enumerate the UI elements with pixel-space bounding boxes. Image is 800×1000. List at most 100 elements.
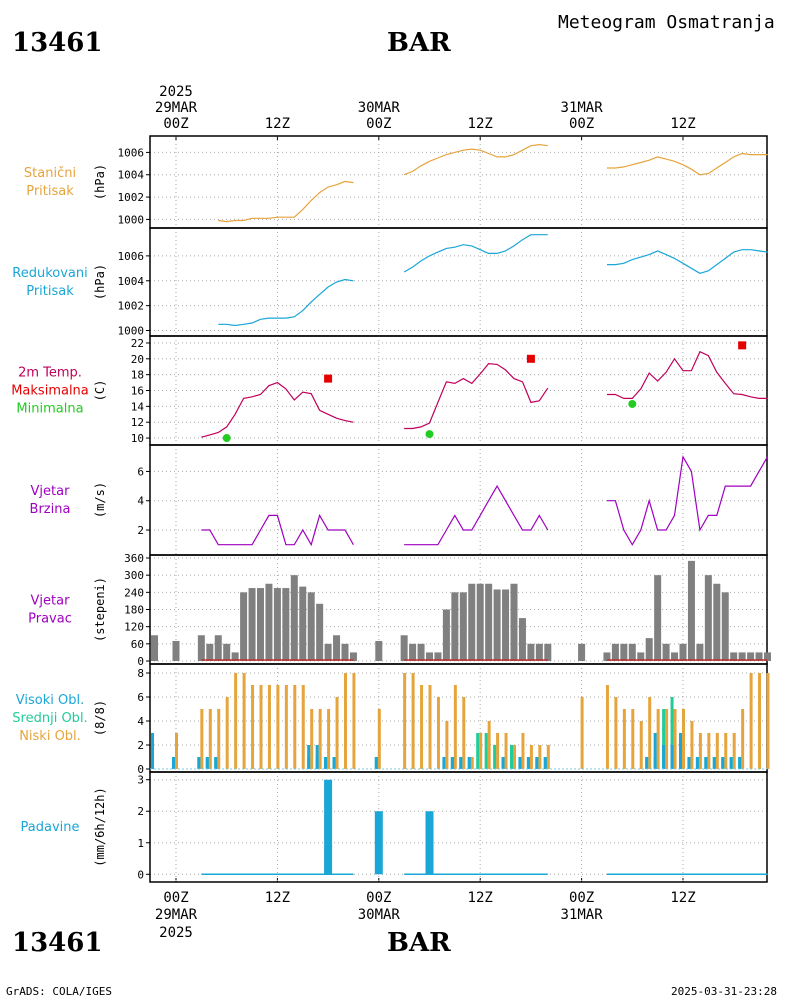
wind-direction-bar bbox=[679, 643, 687, 661]
temperature-line bbox=[404, 362, 549, 430]
wind-direction-bar bbox=[476, 583, 484, 661]
high-cloud-bar bbox=[662, 745, 666, 769]
x-hour-label-top: 12Z bbox=[265, 116, 290, 132]
y-tick-label: 2 bbox=[137, 524, 144, 537]
low-cloud-bar bbox=[344, 673, 347, 769]
wind-direction-bar bbox=[527, 643, 535, 661]
wind-direction-bar bbox=[434, 652, 442, 661]
reduced-pressure-line bbox=[607, 249, 768, 274]
y-tick-label: 1000 bbox=[118, 325, 145, 338]
wind-direction-bar bbox=[620, 643, 628, 661]
low-cloud-bar bbox=[504, 733, 508, 769]
wind-direction-bar bbox=[214, 635, 222, 661]
low-cloud-bar bbox=[200, 709, 204, 769]
x-year-label-bottom: 2025 bbox=[159, 925, 193, 941]
low-cloud-bar bbox=[724, 733, 728, 769]
panel-legend-label: Brzina bbox=[30, 502, 71, 517]
low-cloud-bar bbox=[352, 673, 356, 769]
low-cloud-bar bbox=[251, 685, 255, 769]
y-axis-label: (stepeni) bbox=[93, 577, 107, 642]
y-tick-label: 1006 bbox=[118, 250, 145, 263]
wind-direction-bar bbox=[747, 652, 755, 661]
wind-direction-bar bbox=[409, 643, 417, 661]
y-tick-label: 3 bbox=[137, 774, 144, 787]
low-cloud-bar bbox=[225, 697, 229, 769]
low-cloud-bar bbox=[420, 685, 424, 769]
low-cloud-bar bbox=[648, 697, 652, 769]
wind-direction-bar bbox=[645, 638, 653, 661]
y-tick-label: 1002 bbox=[118, 300, 145, 313]
panel-legend-label: Maksimalna bbox=[11, 384, 89, 399]
x-hour-label-top: 00Z bbox=[163, 116, 188, 132]
panel-legend-label: Srednji Obl. bbox=[12, 711, 87, 726]
low-cloud-bar bbox=[470, 757, 474, 769]
x-hour-label-bottom: 12Z bbox=[265, 890, 290, 906]
reduced-pressure-line bbox=[218, 278, 354, 327]
x-hour-label-top: 12Z bbox=[468, 116, 493, 132]
wind-direction-bar bbox=[459, 592, 467, 661]
y-tick-label: 1004 bbox=[118, 169, 145, 182]
low-cloud-bar bbox=[453, 685, 457, 769]
panel-legend-label: Pravac bbox=[28, 612, 72, 627]
precip-bar bbox=[374, 811, 383, 875]
panel-frame bbox=[149, 771, 768, 883]
wind-direction-bar bbox=[400, 635, 408, 661]
tmax-marker bbox=[324, 374, 333, 383]
wind-direction-bar bbox=[375, 640, 383, 661]
tmax-marker bbox=[526, 354, 535, 363]
wind-direction-bar bbox=[518, 618, 526, 661]
low-cloud-bar bbox=[732, 733, 736, 769]
panel-legend-label: Vjetar bbox=[31, 484, 71, 499]
wind-direction-bar bbox=[341, 643, 349, 661]
wind-direction-bar bbox=[696, 643, 704, 661]
wind-direction-bar bbox=[290, 575, 298, 661]
wind-direction-bar bbox=[510, 583, 518, 661]
low-cloud-bar bbox=[690, 721, 694, 769]
high-cloud-bar bbox=[151, 733, 154, 769]
y-tick-label: 2 bbox=[137, 739, 144, 752]
station-pressure-line bbox=[218, 180, 354, 223]
y-axis-label: (hPa) bbox=[93, 264, 107, 300]
wind-direction-bar bbox=[578, 643, 586, 661]
panel-legend-label: Padavine bbox=[21, 820, 80, 835]
low-cloud-bar bbox=[318, 709, 322, 769]
wind-direction-bar bbox=[704, 575, 712, 661]
station-pressure-line bbox=[607, 152, 768, 176]
low-cloud-bar bbox=[428, 685, 432, 769]
wind-direction-bar bbox=[637, 652, 645, 661]
y-axis-label: (C) bbox=[93, 380, 107, 402]
y-axis-label: (mm/6h/12h) bbox=[93, 787, 107, 866]
tmax-marker bbox=[738, 341, 747, 350]
low-cloud-bar bbox=[546, 745, 550, 769]
low-cloud-bar bbox=[462, 697, 466, 769]
wind-direction-bar bbox=[417, 643, 425, 661]
wind-direction-bar bbox=[197, 635, 205, 661]
precip-bar bbox=[425, 811, 434, 875]
footer-timestamp: 2025-03-31-23:28 bbox=[671, 985, 777, 998]
low-cloud-bar bbox=[259, 685, 263, 769]
wind-direction-bar bbox=[231, 652, 239, 661]
x-date-label-top: 29MAR bbox=[155, 100, 198, 116]
wind-direction-bar bbox=[265, 583, 273, 661]
x-hour-label-bottom: 00Z bbox=[163, 890, 188, 906]
wind-direction-bar bbox=[493, 589, 501, 661]
high-cloud-bar bbox=[442, 757, 446, 769]
footer-credit: GrADS: COLA/IGES bbox=[6, 985, 112, 998]
x-date-label-top: 31MAR bbox=[561, 100, 604, 116]
low-cloud-bar bbox=[758, 673, 762, 769]
low-cloud-bar bbox=[403, 673, 407, 769]
wind-direction-bar bbox=[738, 652, 746, 661]
low-cloud-bar bbox=[766, 673, 770, 769]
wind-direction-bar bbox=[316, 603, 324, 661]
low-cloud-bar bbox=[749, 673, 753, 769]
wind-direction-bar bbox=[502, 589, 510, 661]
panel-legend-label: Redukovani bbox=[12, 266, 87, 281]
low-cloud-bar bbox=[411, 673, 415, 769]
wind-direction-bar bbox=[172, 640, 180, 661]
low-cloud-bar bbox=[682, 709, 685, 769]
x-hour-label-bottom: 12Z bbox=[468, 890, 493, 906]
panel-legend-label: Minimalna bbox=[16, 402, 83, 417]
low-cloud-bar bbox=[175, 733, 178, 769]
high-cloud-bar bbox=[543, 757, 547, 769]
high-cloud-bar bbox=[712, 757, 716, 769]
